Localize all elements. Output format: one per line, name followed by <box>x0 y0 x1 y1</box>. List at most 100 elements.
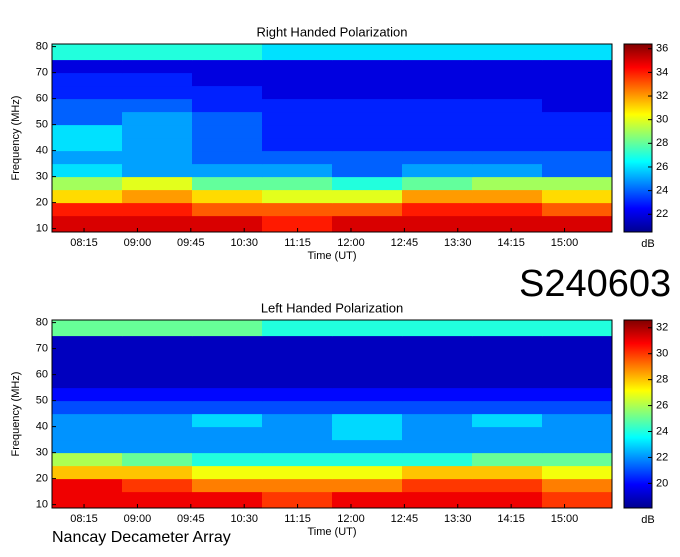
heatmap-cell <box>262 150 333 165</box>
heatmap-cell <box>472 361 543 376</box>
colorbar-tick-label: 20 <box>656 477 668 489</box>
heatmap-cell <box>542 72 613 87</box>
colorbar <box>623 319 653 509</box>
heatmap-cell <box>52 374 123 389</box>
heatmap-cell <box>262 361 333 376</box>
heatmap-cell <box>472 491 543 509</box>
heatmap-cell <box>472 176 543 191</box>
heatmap-cell <box>402 413 473 428</box>
heatmap-cell <box>262 335 333 350</box>
heatmap-cell <box>122 163 193 178</box>
colorbar-tick-label: 30 <box>656 348 668 360</box>
heatmap-cell <box>472 59 543 74</box>
heatmap-cell <box>542 426 613 441</box>
heatmap-cell <box>542 176 613 191</box>
heatmap-cell <box>192 320 263 337</box>
heatmap-cell <box>52 387 123 402</box>
heatmap-cell <box>542 452 613 467</box>
heatmap-cell <box>542 478 613 493</box>
chart-title: Right Handed Polarization <box>256 24 407 39</box>
heatmap-cell <box>192 361 263 376</box>
x-axis-label: Time (UT) <box>307 250 356 262</box>
heatmap-cell <box>52 189 123 204</box>
heatmap-cell <box>122 215 193 233</box>
heatmap-cell <box>52 72 123 87</box>
y-tick-label: 10 <box>36 499 48 511</box>
heatmap-cell <box>192 215 263 233</box>
heatmap-cell <box>402 452 473 467</box>
heatmap-cell <box>192 202 263 217</box>
heatmap-cell <box>262 163 333 178</box>
heatmap-cell <box>262 44 333 61</box>
heatmap-cell <box>122 478 193 493</box>
heatmap-cell <box>332 361 403 376</box>
y-tick-label: 50 <box>36 119 48 131</box>
heatmap-cell <box>332 413 403 428</box>
heatmap-cell <box>332 491 403 509</box>
heatmap-cell <box>192 491 263 509</box>
heatmap-cell <box>262 111 333 126</box>
heatmap-cell <box>332 137 403 152</box>
heatmap-cell <box>122 361 193 376</box>
y-tick-label: 20 <box>36 473 48 485</box>
heatmap-cell <box>262 348 333 363</box>
x-tick-label: 12:00 <box>337 513 365 525</box>
heatmap-cell <box>192 465 263 480</box>
heatmap-cell <box>192 176 263 191</box>
y-tick-label: 20 <box>36 197 48 209</box>
heatmap-cell <box>332 426 403 441</box>
x-tick-label: 15:00 <box>551 513 579 525</box>
heatmap-cell <box>262 85 333 100</box>
heatmap-cell <box>262 215 333 233</box>
heatmap-cell <box>402 465 473 480</box>
heatmap-cell <box>52 400 123 415</box>
x-tick-label: 08:15 <box>70 513 98 525</box>
heatmap-cell <box>262 189 333 204</box>
heatmap-cell <box>472 215 543 233</box>
heatmap-cell <box>122 150 193 165</box>
x-tick-label: 09:00 <box>124 513 152 525</box>
heatmap-cell <box>122 413 193 428</box>
heatmap-cell <box>542 335 613 350</box>
heatmap-cell <box>402 215 473 233</box>
colorbar-tick-label: 24 <box>656 185 668 197</box>
x-tick-label: 10:30 <box>230 513 258 525</box>
y-tick-label: 60 <box>36 93 48 105</box>
heatmap-cell <box>122 176 193 191</box>
heatmap-cell <box>192 335 263 350</box>
heatmap-cell <box>542 85 613 100</box>
heatmap-cell <box>122 374 193 389</box>
heatmap-cell <box>192 387 263 402</box>
y-tick-label: 80 <box>36 41 48 53</box>
heatmap-cell <box>122 387 193 402</box>
x-tick-label: 11:15 <box>284 237 311 249</box>
heatmap-cell <box>192 478 263 493</box>
heatmap-cell <box>52 98 123 113</box>
heatmap-cell <box>52 150 123 165</box>
heatmap-cell <box>122 59 193 74</box>
heatmap-cell <box>332 85 403 100</box>
heatmap-cell <box>542 98 613 113</box>
heatmap-cell <box>402 491 473 509</box>
heatmap-cell <box>122 491 193 509</box>
x-tick-label: 10:30 <box>230 237 258 249</box>
heatmap-cell <box>402 361 473 376</box>
heatmap-cell <box>542 189 613 204</box>
heatmap-cell <box>542 44 613 61</box>
heatmap-cell <box>472 387 543 402</box>
heatmap-cell <box>402 137 473 152</box>
heatmap-cell <box>472 111 543 126</box>
colorbar-tick-label: 26 <box>656 161 668 173</box>
heatmap-cell <box>192 59 263 74</box>
heatmap-cell <box>472 413 543 428</box>
heatmap-cell <box>542 387 613 402</box>
instrument: Nancay Decameter Array <box>52 529 231 546</box>
heatmap-cell <box>402 400 473 415</box>
heatmap-cell <box>262 72 333 87</box>
heatmap-cell <box>52 320 123 337</box>
heatmap-cell <box>122 72 193 87</box>
heatmap-cell <box>262 491 333 509</box>
y-tick-label: 50 <box>36 395 48 407</box>
heatmap-cell <box>332 465 403 480</box>
heatmap-cell <box>122 465 193 480</box>
